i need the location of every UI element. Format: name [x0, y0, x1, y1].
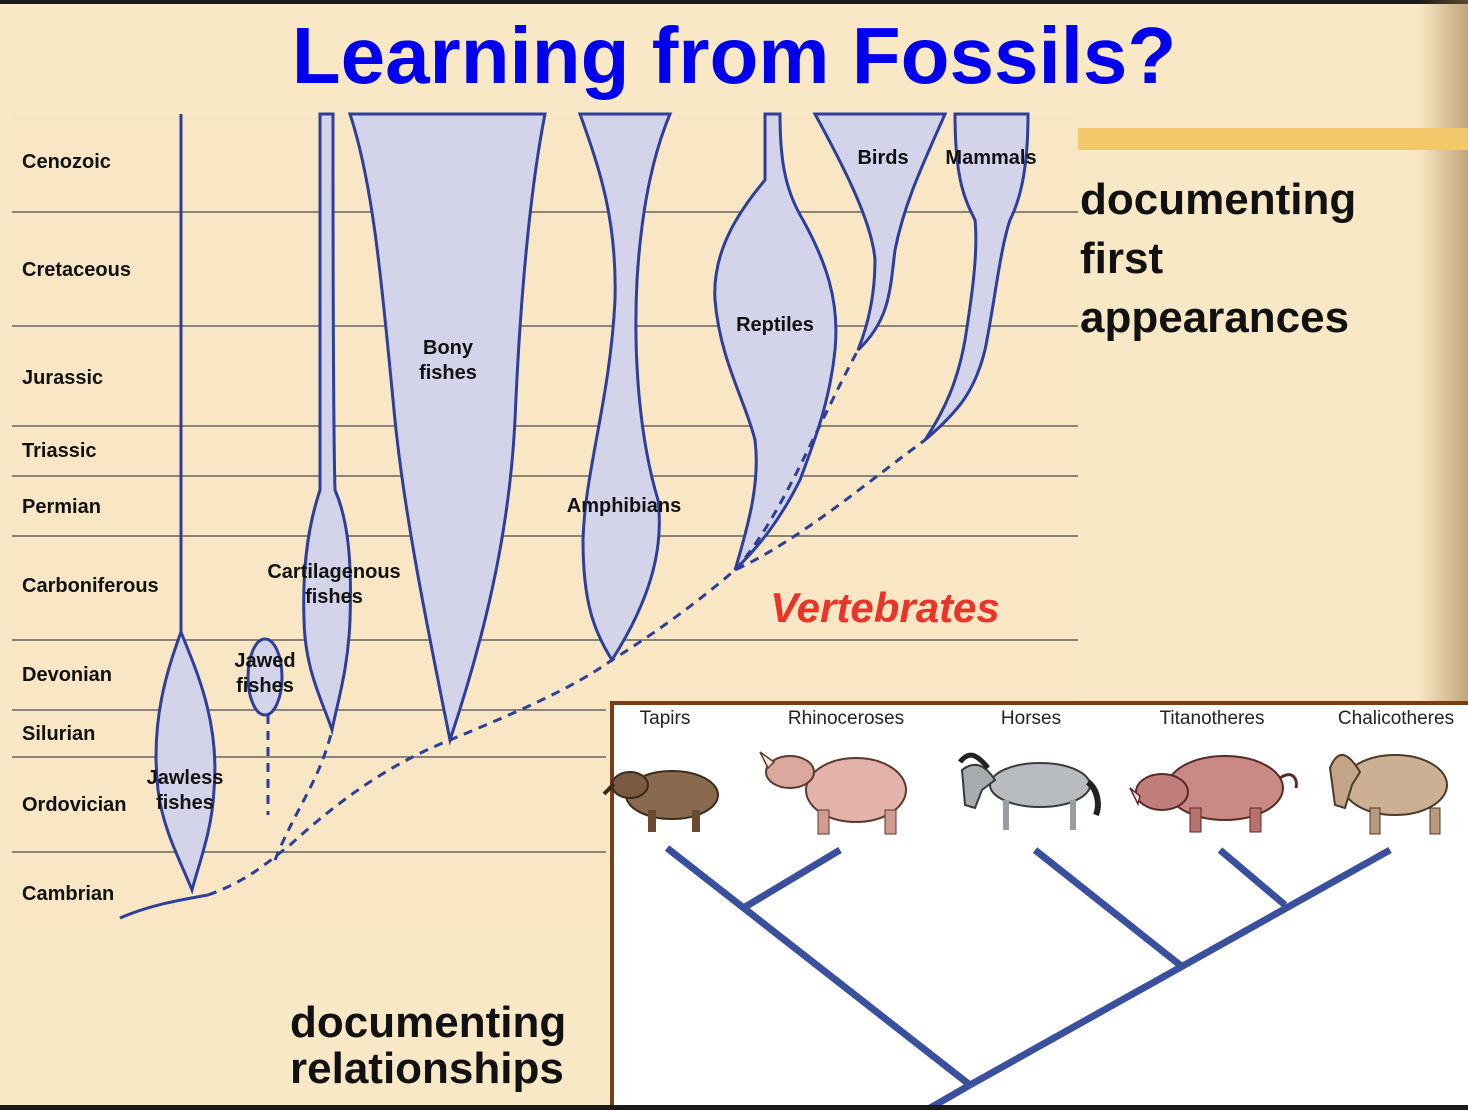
jawless-fishes-lineage — [154, 114, 217, 895]
jawless-fishes-label: Jawless fishes — [147, 767, 224, 814]
cartilaginous-fishes-lineage — [302, 112, 352, 736]
ancestral-stem — [119, 893, 209, 920]
mammals-lineage — [923, 112, 1030, 442]
branch-to-reptiles-birds — [733, 349, 860, 572]
tree-branch — [1032, 847, 1183, 968]
branch-to-cartilaginous — [273, 729, 334, 861]
ancestral-lineages — [119, 349, 926, 920]
period-label: Triassic — [22, 440, 97, 462]
phylogeny-branches — [664, 845, 1392, 1110]
tree-branch — [928, 1081, 972, 1110]
taxon-label: Rhinoceroses — [788, 708, 904, 729]
taxon-labels: Tapirs Rhinoceroses Horses Titanotheres … — [640, 708, 1454, 729]
horse-illustration — [958, 752, 1101, 830]
period-label: Devonian — [22, 664, 112, 686]
caption-first-appearances: documenting first appearances — [1080, 175, 1357, 342]
mammals-label: Mammals — [945, 147, 1036, 169]
period-label: Permian — [22, 496, 101, 518]
tree-branch — [1217, 847, 1288, 908]
amphibians-label: Amphibians — [567, 495, 681, 517]
period-label: Ordovician — [22, 794, 126, 816]
taxon-label: Chalicotheres — [1338, 708, 1454, 729]
tree-branch — [664, 845, 973, 1088]
period-label: Cambrian — [22, 883, 114, 905]
tapir-illustration — [602, 770, 719, 832]
period-label: Cretaceous — [22, 259, 131, 281]
cartilaginous-fishes-label: Cartilagenous fishes — [267, 561, 400, 608]
vertebrates-label: Vertebrates — [770, 584, 1000, 631]
period-labels: Cenozoic Cretaceous Jurassic Triassic Pe… — [22, 151, 159, 905]
taxon-label: Tapirs — [640, 708, 691, 729]
period-label: Carboniferous — [22, 575, 159, 597]
titanothere-illustration — [1129, 755, 1298, 833]
jawed-fishes-lineage — [246, 637, 284, 717]
period-label: Cenozoic — [22, 151, 111, 173]
jawed-fishes-label: Jawed fishes — [234, 650, 295, 697]
period-label: Jurassic — [22, 367, 103, 389]
bottom-border — [0, 1105, 1468, 1110]
tree-branch — [743, 846, 842, 911]
slide-title: Learning from Fossils? — [291, 11, 1177, 100]
birds-label: Birds — [857, 147, 908, 169]
taxon-label: Horses — [1001, 708, 1061, 729]
period-boundaries — [12, 211, 1078, 853]
reptiles-label: Reptiles — [736, 314, 814, 336]
stem-to-tetrapods — [207, 438, 926, 897]
taxon-label: Titanotheres — [1160, 708, 1265, 729]
caption-relationships: documenting relationships — [290, 998, 567, 1093]
inferred-connections — [207, 349, 926, 897]
group-labels: Jawless fishes Jawed fishes Cartilagenous f… — [147, 147, 1037, 814]
bony-fishes-label: Bony fishes — [419, 337, 477, 384]
accent-bar — [1078, 128, 1468, 150]
period-label: Silurian — [22, 723, 95, 745]
rhinoceros-illustration — [759, 751, 907, 835]
birds-lineage — [812, 112, 948, 352]
chalicothere-illustration — [1328, 754, 1448, 835]
top-border — [0, 0, 1468, 4]
tree-branch — [968, 846, 1392, 1089]
